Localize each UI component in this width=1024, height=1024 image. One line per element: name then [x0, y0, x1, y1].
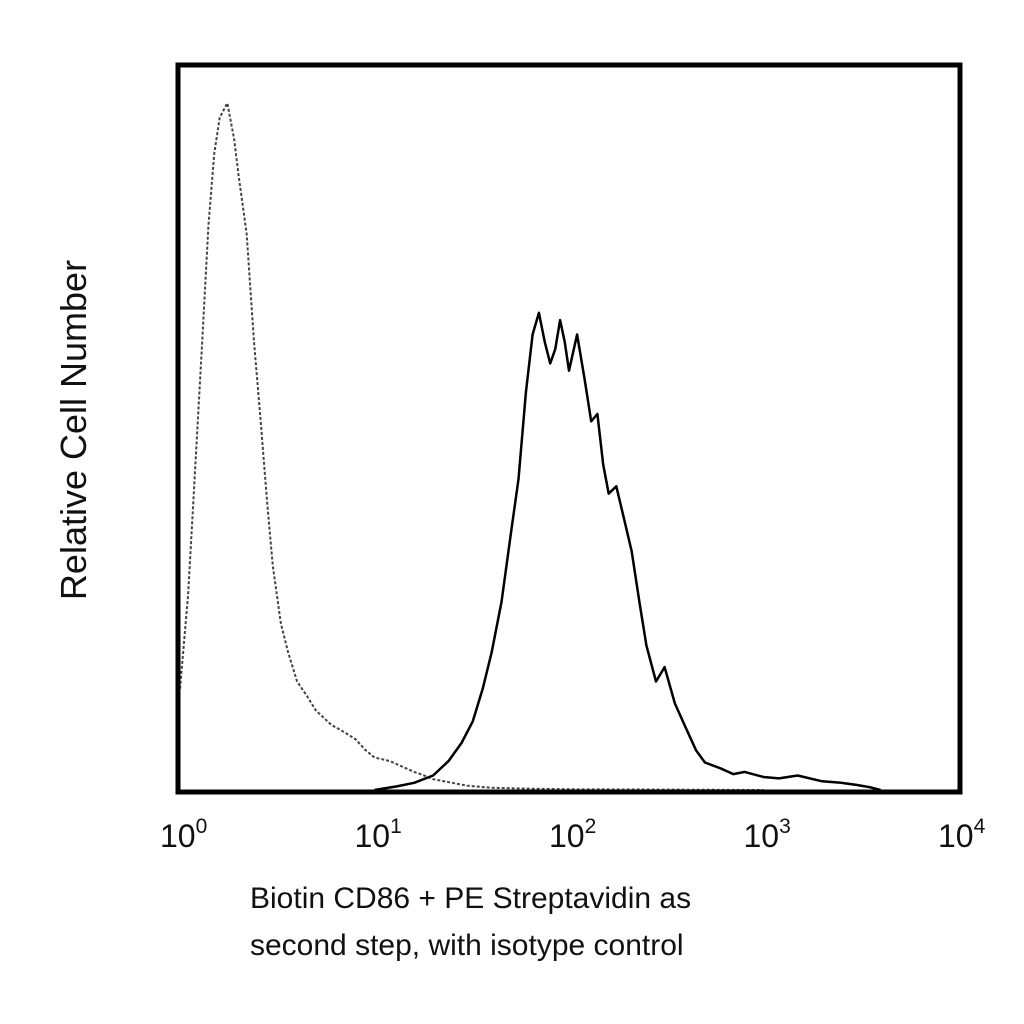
- x-tick-exponent: 1: [390, 815, 402, 838]
- x-axis-label-line-2: second step, with isotype control: [250, 929, 684, 962]
- x-tick-exponent: 3: [779, 815, 791, 838]
- x-tick-exponent: 2: [585, 815, 597, 838]
- y-axis-label: Relative Cell Number: [53, 260, 94, 600]
- cd86-histogram: [374, 311, 881, 792]
- x-tick-exponent: 4: [974, 815, 986, 838]
- x-tick-exponent: 0: [196, 815, 208, 838]
- x-axis-label-line-1: Biotin CD86 + PE Streptavidin as: [250, 882, 691, 915]
- isotype-control-histogram: [179, 102, 764, 791]
- series-layer: [179, 102, 881, 792]
- plot-frame: [175, 62, 963, 795]
